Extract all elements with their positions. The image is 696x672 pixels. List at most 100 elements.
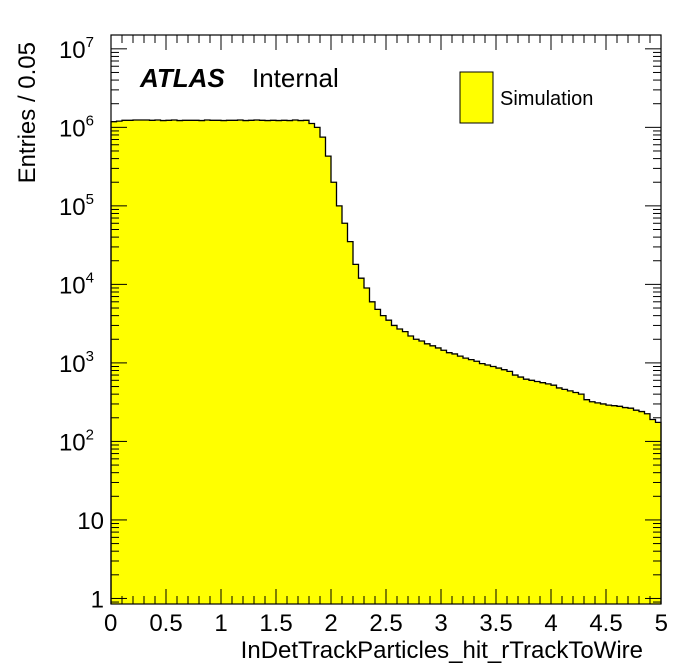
histogram-bar [578,394,585,604]
histogram-bar [622,407,629,604]
histogram-bar [177,120,183,604]
histogram-bar [144,120,150,604]
histogram-bar [254,120,260,604]
histogram-bar [127,120,134,604]
histogram-bar [358,278,365,604]
histogram-bar [210,120,216,604]
histogram-bar [122,120,128,604]
histogram-bar [369,301,376,604]
histogram-bar [320,137,326,604]
histogram-bar [298,120,304,604]
histogram-bar [155,120,161,604]
legend: Simulation [459,71,593,124]
x-tick-label: 4 [544,610,557,637]
x-tick-label: 5 [655,610,668,637]
y-tick-label: 10 [77,508,104,535]
histogram-bar [556,387,563,604]
histogram-outline [110,119,662,604]
x-tick-label: 0 [104,610,117,637]
histogram-bar [347,241,354,604]
histogram-bar [512,375,519,604]
histogram-bar [545,383,552,604]
histogram-bar [160,120,167,604]
y-tick-label: 106 [59,112,94,142]
x-tick-label: 0.5 [149,610,182,637]
histogram-bar [182,120,189,604]
y-tick-label: 104 [59,269,94,299]
y-axis-ticks [111,48,661,603]
histogram-bar [562,389,568,604]
x-tick-label: 2 [324,610,337,637]
histogram-bar [644,413,651,604]
histogram-bar [413,339,420,604]
x-tick-label: 4.5 [589,610,622,637]
histogram-bar [243,120,249,604]
histogram-bar [650,419,656,604]
histogram-bar [248,120,255,604]
histogram-bar [342,223,348,604]
histogram-bar [237,120,244,604]
histogram-bar [468,359,475,604]
x-tick-label: 3 [434,610,447,637]
y-tick-label: 102 [59,426,94,456]
histogram-bar [402,331,409,604]
y-tick-label: 1 [91,586,104,613]
x-tick-label: 1 [214,610,227,637]
histogram-bar [463,358,469,604]
histogram-bar [435,347,442,604]
histogram-bar [628,408,634,604]
histogram-bar [232,120,238,604]
x-axis-ticks [110,35,662,604]
histogram-bar [457,356,464,604]
histogram-bar [496,368,502,604]
histogram-bar [336,205,343,605]
histogram-bar [639,411,645,604]
histogram-bar [595,402,601,604]
histogram-bar [600,403,607,604]
histogram-bar [193,120,200,604]
histogram-bar [133,120,139,604]
histogram-bar [270,120,277,604]
histogram-bar [364,287,370,604]
histogram-bar [479,363,486,604]
histogram-bars [111,120,662,605]
histogram-bar [507,371,513,604]
x-tick-label: 3.5 [479,610,512,637]
histogram-bar [446,352,453,604]
histogram-bar [523,379,530,604]
histogram-bar [397,329,403,604]
histogram-bar [589,401,596,604]
histogram-bar [474,361,480,604]
histogram-bar [540,382,546,604]
histogram-bar [567,390,574,604]
histogram-bar [529,380,535,604]
histogram-bar [501,369,508,604]
y-tick-label: 103 [59,348,94,378]
histogram-bar [287,120,293,604]
histogram-bar [606,405,612,604]
histogram-bar [380,315,387,604]
internal-label: Internal [252,63,339,93]
y-axis-title: Entries / 0.05 [14,42,41,183]
histogram-bar [281,120,288,604]
histogram-bar [149,120,156,604]
histogram-bar [265,120,271,604]
histogram-bar [485,365,491,604]
histogram-bar [204,120,211,604]
histogram-bar [303,120,310,604]
x-axis-tick-labels: 0 0.5 1 1.5 2 2.5 3 3.5 4 4.5 5 [104,610,668,637]
histogram-bar [199,120,205,604]
histogram-bar [215,120,222,604]
histogram-bar [292,120,299,604]
histogram-bar [171,120,178,604]
histogram-bar [655,422,662,604]
histogram-bar [424,343,431,604]
histogram-bar [138,120,145,604]
x-tick-label: 2.5 [369,610,402,637]
histogram-bar [518,377,524,604]
x-tick-label: 1.5 [259,610,292,637]
histogram-bar [441,350,447,604]
histogram-bar [166,120,172,604]
histogram-bar [490,366,497,604]
